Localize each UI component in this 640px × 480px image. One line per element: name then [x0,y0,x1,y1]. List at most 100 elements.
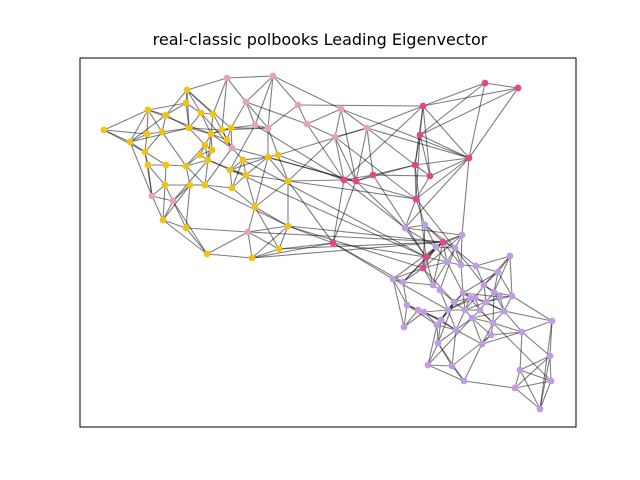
graph-edge [437,342,465,382]
graph-edge [392,278,408,306]
graph-edge [492,291,495,324]
graph-edge [422,224,426,269]
graph-edge [471,310,505,319]
graph-edge [484,82,519,89]
graph-node [490,288,498,296]
graph-edge [185,227,208,255]
graph-edge [306,123,345,181]
graph-node [208,146,216,154]
graph-edge [272,75,299,106]
graph-edge [422,82,486,107]
graph-node [482,298,490,306]
graph-node [284,177,292,185]
graph-node [294,101,302,109]
graph-edge [297,104,308,125]
graph-edge [251,241,444,259]
graph-node [450,298,458,306]
graph-edge [165,114,190,129]
graph-edge [514,387,541,410]
graph-node [251,203,259,211]
graph-node [514,84,522,92]
graph-edge [103,129,146,153]
graph-edge [511,295,553,322]
graph-node [399,278,407,286]
graph-edge [161,131,187,167]
graph-node [226,166,234,174]
graph-edge [519,355,551,371]
graph-edge [188,127,212,135]
graph-edge [372,174,431,177]
graph-edge [231,147,357,182]
graph-edge [207,159,427,258]
graph-edge [493,291,505,312]
graph-node [223,136,231,144]
graph-edge [188,127,223,131]
graph-node [496,293,504,301]
graph-edge [207,133,212,161]
graph-edge [162,184,166,221]
graph-edge [103,129,148,135]
graph-edge [340,108,368,129]
graph-edge [287,225,444,243]
graph-edge [468,82,486,159]
graph-edge [437,301,455,344]
graph-node [148,192,156,200]
graph-node [126,138,134,146]
graph-node [433,321,441,329]
graph-edge [427,364,465,382]
graph-edge [245,101,308,125]
graph-edge [451,334,492,367]
graph-edge [539,320,553,410]
graph-node [420,308,428,316]
graph-edge [206,231,249,255]
graph-node [401,224,409,232]
graph-edge [245,174,256,208]
graph-edge [455,329,483,345]
graph-node [284,222,292,230]
graph-edge [366,127,416,166]
graph-edge [427,317,473,366]
graph-node [439,238,447,246]
graph-edge [185,184,191,229]
graph-node [182,162,190,170]
graph-edge [245,75,274,103]
graph-edge [422,87,519,107]
graph-edge [521,331,551,357]
graph-edge [147,164,166,186]
graph-node [426,172,434,180]
graph-edge [245,174,417,200]
graph-node [264,124,272,132]
graph-node [196,151,204,159]
graph-node [494,268,502,276]
graph-edge [144,131,163,153]
graph-edge [287,225,424,269]
graph-node [437,316,445,324]
graph-edge [151,195,164,221]
graph-node [369,171,377,179]
graph-edge [334,136,345,181]
graph-node [203,250,211,258]
graph-node [162,161,170,169]
graph-edge [144,151,167,166]
graph-edge [509,255,513,297]
graph-edge [355,180,406,229]
graph-node [452,326,460,334]
graph-node [143,130,151,138]
graph-edge [188,127,206,146]
graph-node [436,286,444,294]
graph-edge [334,136,357,182]
graph-edge [254,124,345,181]
graph-node [476,306,484,314]
graph-edge [172,159,209,202]
graph-edge [355,164,416,182]
graph-node [461,306,469,314]
graph-edge [297,104,424,107]
graph-edge [340,108,357,182]
graph-node [218,126,226,134]
graph-edge [471,317,494,324]
graph-edge [429,157,470,177]
graph-node [389,275,397,283]
graph-node [242,98,250,106]
graph-edge [481,331,523,345]
graph-edge [251,242,334,259]
